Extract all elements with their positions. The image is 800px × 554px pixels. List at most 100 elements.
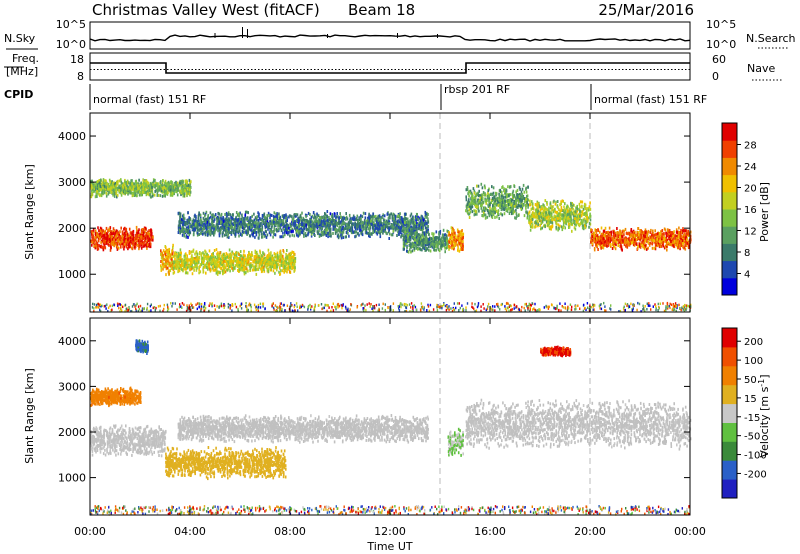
scatter-cell [320,219,323,223]
scatter-cell [424,231,426,235]
scatter-cell [477,200,480,204]
scatter-cell [226,253,229,257]
scatter-cell [172,264,175,268]
scatter-cell [402,238,405,242]
scatter-cell [230,232,233,236]
scatter-cell [285,266,288,270]
scatter-cell [355,223,358,227]
scatter-cell [202,211,205,215]
scatter-cell [131,246,133,250]
scatter-cell [291,220,294,224]
scatter-cell [231,262,233,266]
scatter-cell [197,217,200,221]
scatter-cell [237,259,239,263]
scatter-cell [368,214,370,218]
noise-panel: N.Sky 10^5 10^0 10^5 10^0 N.Search [4,18,796,51]
scatter-cell [136,231,138,235]
scatter-cell [160,252,162,256]
scatter-cell [370,221,372,225]
scatter-cell [193,268,195,272]
scatter-cell [372,223,374,227]
scatter-cell [280,269,282,273]
scatter-cell [326,210,329,213]
scatter-cell [228,235,230,239]
scatter-cell [210,268,212,272]
scatter-cell [251,230,253,234]
scatter-cell [124,237,127,241]
scatter-cell [217,253,219,257]
scatter-cell [218,264,220,268]
scatter-cell [501,190,503,194]
scatter-cell [270,259,272,263]
scatter-cell [407,250,410,254]
scatter-cell [260,228,263,232]
scatter-cell [278,270,280,274]
power-scatter-cells [90,113,692,313]
scatter-cell [238,266,240,269]
scatter-cell [302,218,304,222]
scatter-cell [334,219,336,223]
scatter-cell [288,226,290,230]
scatter-cell [302,216,305,220]
scatter-cell [330,220,333,224]
scatter-cell [237,226,239,230]
scatter-cell [411,231,414,235]
scatter-cell [338,218,340,222]
scatter-cell [128,245,130,249]
scatter-cell [307,211,310,215]
scatter-cell [474,205,477,208]
scatter-cell [109,230,112,234]
scatter-cell [214,268,216,272]
scatter-cell [305,223,307,227]
scatter-cell [206,231,209,235]
scatter-cell [205,210,208,214]
scatter-cell [194,262,196,266]
scatter-cell [247,222,249,226]
scatter-cell [325,234,328,237]
noise-spikes [214,27,438,38]
scatter-cell [337,236,340,240]
nave-label: Nave [747,62,775,75]
scatter-cell [346,231,348,235]
scatter-cell [388,222,390,226]
scatter-cell [468,202,471,206]
scatter-cell [192,218,195,222]
scatter-cell [363,227,365,230]
scatter-cell [223,226,226,229]
scatter-cell [227,211,230,215]
scatter-cell [107,230,109,234]
scatter-cell [525,190,528,194]
scatter-cell [258,230,260,234]
scatter-cell [250,265,252,269]
scatter-cell [342,236,345,239]
scatter-cell [279,221,282,225]
scatter-cell [213,249,216,252]
scatter-cell [457,236,460,240]
scatter-cell [223,256,225,260]
scatter-cell [372,221,374,224]
scatter-cell [232,228,235,232]
scatter-cell [240,260,243,264]
scatter-cell [223,266,225,270]
scatter-cell [426,230,428,233]
scatter-cell [146,246,148,250]
scatter-cell [258,262,261,266]
scatter-cell [284,269,287,273]
scatter-cell [266,214,268,218]
scatter-cell [235,250,238,254]
scatter-cell [394,217,397,221]
scatter-cell [439,229,442,233]
scatter-cell [194,213,196,217]
scatter-cell [164,265,166,269]
scatter-cell [162,249,165,253]
scatter-cell [421,229,424,233]
scatter-cell [437,236,440,240]
freq-tick-top: 18 [70,53,84,66]
scatter-cell [180,264,183,268]
scatter-cell [288,270,291,274]
scatter-cell [148,232,151,236]
scatter-cell [294,214,297,218]
scatter-cell [484,216,487,220]
scatter-cell [342,218,344,222]
scatter-cell [249,257,251,261]
